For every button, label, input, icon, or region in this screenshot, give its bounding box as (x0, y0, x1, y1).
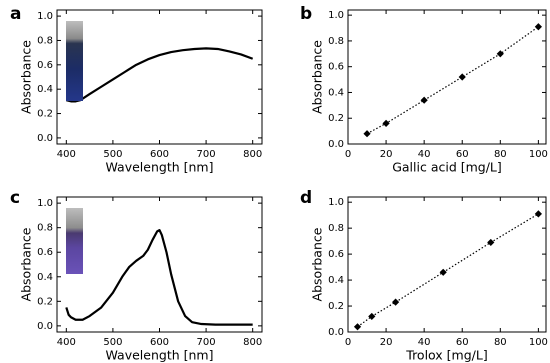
x-tick-label: 100 (529, 337, 548, 348)
y-tick-label: 1.0 (37, 11, 53, 22)
data-point (382, 119, 390, 127)
y-tick-label: 0.0 (37, 321, 53, 332)
y-tick-label: 0.6 (328, 249, 344, 260)
x-tick-label: 40 (418, 149, 431, 160)
data-point (353, 323, 362, 331)
x-tick-label: 700 (197, 149, 216, 160)
data-point (439, 268, 447, 276)
x-tick-label: 600 (150, 337, 169, 348)
cuvette-photo (66, 208, 83, 274)
y-tick-label: 0.0 (328, 327, 344, 338)
y-tick-label: 0.6 (328, 62, 344, 73)
axes-frame (347, 9, 547, 145)
y-tick-label: 1.0 (328, 197, 344, 208)
y-axis-title: Absorbance (310, 227, 325, 301)
x-axis-title: Trolox [mg/L] (405, 348, 487, 363)
data-point (534, 210, 542, 218)
panel-letter: a (10, 4, 21, 24)
x-tick-label: 40 (418, 337, 431, 348)
x-tick-label: 400 (57, 337, 76, 348)
data-point (496, 50, 504, 58)
y-tick-label: 0.4 (328, 87, 344, 98)
y-tick-label: 0.4 (328, 275, 344, 286)
fit-line (366, 26, 539, 135)
fit-line (357, 213, 539, 328)
x-tick-label: 400 (57, 149, 76, 160)
axes-frame (347, 196, 547, 333)
y-tick-label: 0.6 (37, 247, 53, 258)
y-tick-label: 0.6 (37, 60, 53, 71)
y-tick-label: 0.4 (37, 272, 53, 283)
y-tick-label: 0.2 (37, 109, 53, 120)
x-tick-label: 0 (345, 149, 351, 160)
x-tick-label: 20 (380, 149, 393, 160)
x-tick-label: 20 (380, 337, 393, 348)
axes-frame (56, 196, 263, 333)
y-tick-label: 0.8 (37, 35, 53, 46)
axes-frame (56, 9, 263, 145)
data-point (534, 23, 542, 31)
y-tick-label: 1.0 (37, 198, 53, 209)
panel-letter: b (300, 4, 312, 24)
x-tick-label: 800 (243, 337, 262, 348)
x-axis-title: Wavelength [nm] (106, 160, 214, 175)
y-tick-label: 0.0 (37, 133, 53, 144)
y-tick-label: 0.8 (37, 223, 53, 234)
x-tick-label: 60 (456, 337, 469, 348)
data-point (391, 298, 400, 306)
y-axis-title: Absorbance (310, 40, 325, 114)
x-tick-label: 80 (494, 149, 507, 160)
x-tick-label: 0 (345, 337, 351, 348)
data-point (368, 312, 376, 321)
x-tick-label: 500 (103, 149, 122, 160)
data-point (458, 73, 466, 81)
panel-letter: d (300, 188, 312, 208)
y-axis-title: Absorbance (19, 227, 34, 301)
y-tick-label: 0.2 (328, 113, 344, 124)
panel-letter: c (10, 188, 20, 208)
y-tick-label: 1.0 (328, 10, 344, 21)
x-tick-label: 700 (197, 337, 216, 348)
x-axis-title: Gallic acid [mg/L] (392, 160, 502, 175)
data-point (487, 238, 495, 247)
x-axis-title: Wavelength [nm] (106, 348, 214, 363)
data-point (420, 96, 428, 104)
x-tick-label: 600 (150, 149, 169, 160)
y-tick-label: 0.2 (328, 301, 344, 312)
cuvette-photo (66, 21, 83, 101)
y-tick-label: 0.8 (328, 36, 344, 47)
spectrum-line (66, 47, 254, 103)
y-tick-label: 0.8 (328, 223, 344, 234)
x-tick-label: 500 (103, 337, 122, 348)
y-tick-label: 0.2 (37, 296, 53, 307)
y-axis-title: Absorbance (19, 40, 34, 114)
y-tick-label: 0.4 (37, 84, 53, 95)
data-point (363, 130, 371, 138)
y-tick-label: 0.0 (328, 139, 344, 150)
x-tick-label: 100 (529, 149, 548, 160)
x-tick-label: 60 (456, 149, 469, 160)
spectrum-line (65, 229, 253, 326)
x-tick-label: 800 (243, 149, 262, 160)
x-tick-label: 80 (494, 337, 507, 348)
